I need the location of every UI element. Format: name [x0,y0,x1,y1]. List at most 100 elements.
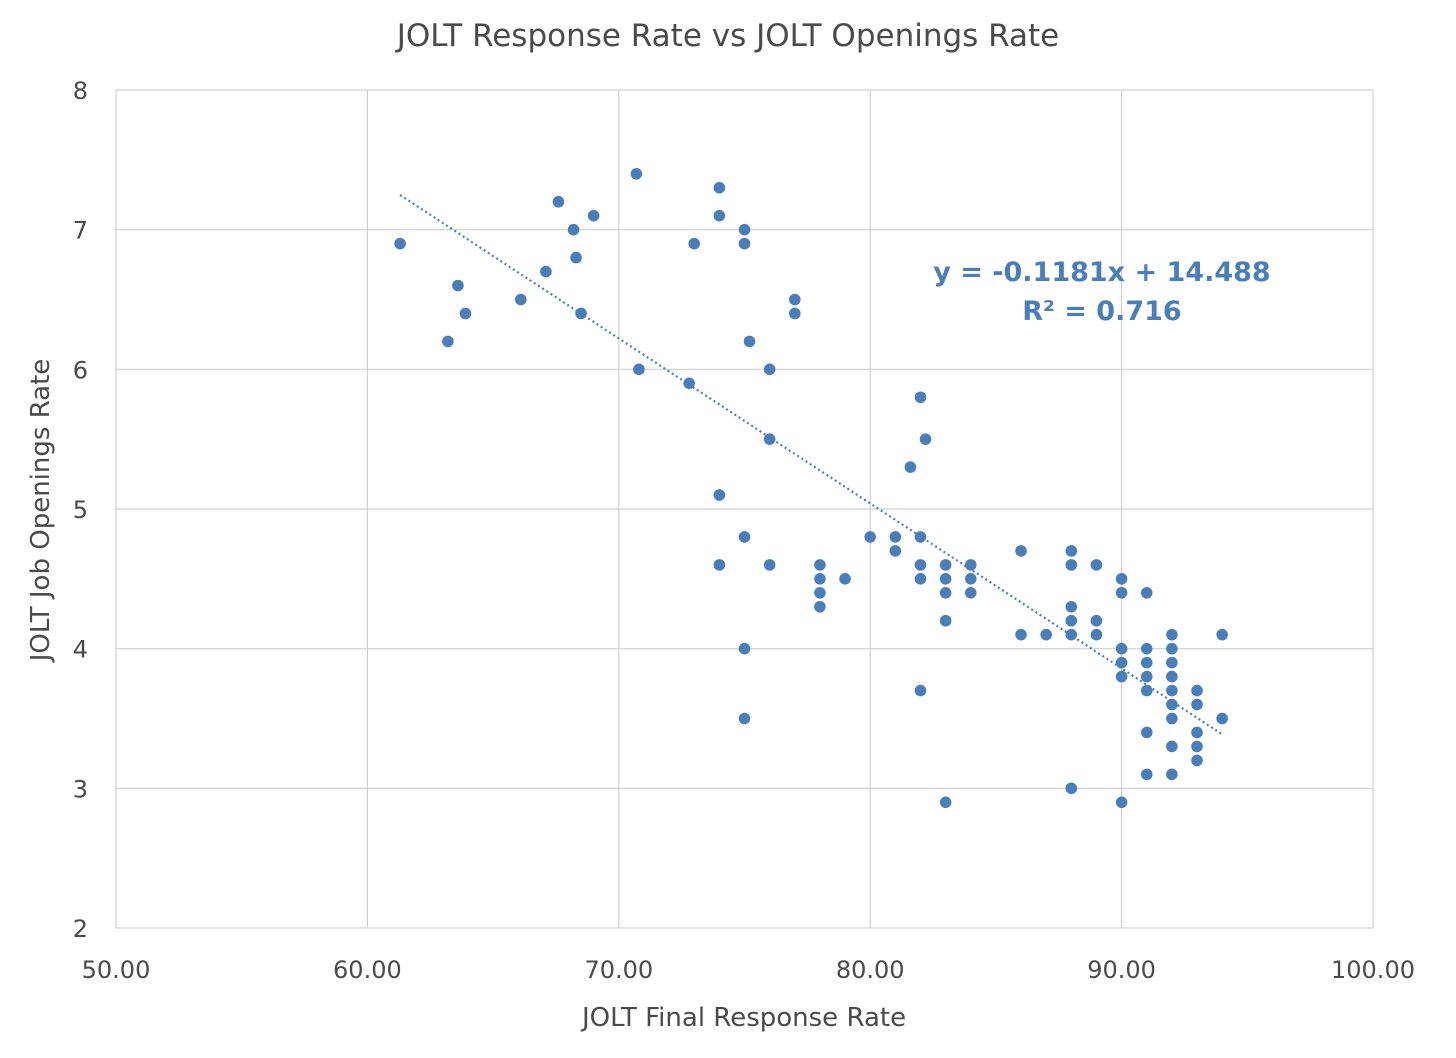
data-point [1115,642,1128,655]
data-point [540,265,552,278]
chart-title: JOLT Response Rate vs JOLT Openings Rate [395,18,1060,54]
data-point [1065,614,1078,627]
tick-labels: 2 3 4 5 6 7 8 50.00 60.00 70.00 80.00 90.00 100.00 [73,77,1415,984]
x-tick-label: 80.00 [836,956,905,984]
data-point [939,796,952,809]
data-point [738,237,751,250]
data-point [939,573,952,585]
data-point [964,559,977,571]
data-point [514,293,527,306]
data-point [738,642,751,655]
data-point [1065,545,1078,557]
data-point [1065,559,1078,571]
y-tick-label: 6 [73,356,88,384]
data-point [914,573,927,585]
data-point [1090,628,1103,641]
data-point [904,461,917,473]
x-tick-label: 90.00 [1087,956,1156,984]
data-point [575,307,587,320]
data-point [683,377,695,390]
data-point [1140,587,1153,599]
data-point [688,237,701,250]
data-point [939,614,952,627]
data-point [814,559,826,571]
data-point [1166,712,1178,725]
data-point [1166,684,1178,697]
data-point [1115,670,1128,683]
grid-lines [115,89,1374,929]
data-point [1140,684,1153,697]
data-point [1191,726,1203,739]
data-point [1166,740,1178,753]
data-point [964,587,977,599]
data-point [763,363,776,376]
data-point [633,363,645,376]
data-point [814,587,826,599]
data-point [452,279,464,292]
data-point [1040,628,1052,641]
data-point [939,587,952,599]
data-point [914,531,927,543]
data-point [394,237,406,250]
data-point [788,307,801,320]
y-axis-title: JOLT Job Openings Rate [26,359,56,664]
data-point [889,545,902,557]
r-squared-label: R² = 0.716 [1022,296,1181,327]
data-point [1140,670,1153,683]
y-tick-label: 2 [73,915,88,943]
data-point [914,559,927,571]
data-point [552,195,565,208]
data-point [713,209,726,222]
y-tick-label: 5 [73,496,88,524]
data-point [1115,573,1128,585]
data-point [459,307,472,320]
data-point [914,391,927,404]
data-point [1065,782,1078,795]
trendline-group [399,194,1223,736]
data-point [1065,628,1078,641]
y-tick-label: 7 [73,217,88,245]
data-point [864,531,876,543]
data-point [1166,642,1178,655]
data-point [1090,559,1103,571]
data-point [1065,600,1078,613]
data-point [1140,642,1153,655]
data-point [1166,628,1178,641]
data-point [919,433,932,445]
data-point [570,251,582,264]
data-point [939,559,952,571]
data-point [1115,796,1128,809]
y-tick-label: 3 [73,775,88,803]
data-point [1015,628,1027,641]
data-point [1191,684,1203,697]
data-point [964,573,977,585]
trendline [399,194,1223,736]
data-point [914,684,927,697]
data-points [394,168,1228,809]
data-point [763,559,776,571]
data-point [788,293,801,306]
data-point [587,209,600,222]
data-point [1191,698,1203,711]
data-point [1216,628,1228,641]
data-point [738,531,751,543]
y-tick-label: 8 [73,77,88,105]
data-point [1140,768,1153,781]
x-tick-label: 70.00 [584,956,653,984]
data-point [567,223,580,236]
x-axis-title: JOLT Final Response Rate [580,1003,906,1033]
data-point [630,168,643,180]
data-point [743,335,756,348]
data-point [1191,740,1203,753]
data-point [1140,726,1153,739]
data-point [814,573,826,585]
data-point [713,559,726,571]
x-tick-label: 60.00 [333,956,402,984]
trendline-equation: y = -0.1181x + 14.488 [933,257,1270,288]
data-point [1015,545,1027,557]
data-point [889,531,902,543]
data-point [1191,754,1203,767]
data-point [1166,670,1178,683]
data-point [1216,712,1228,725]
